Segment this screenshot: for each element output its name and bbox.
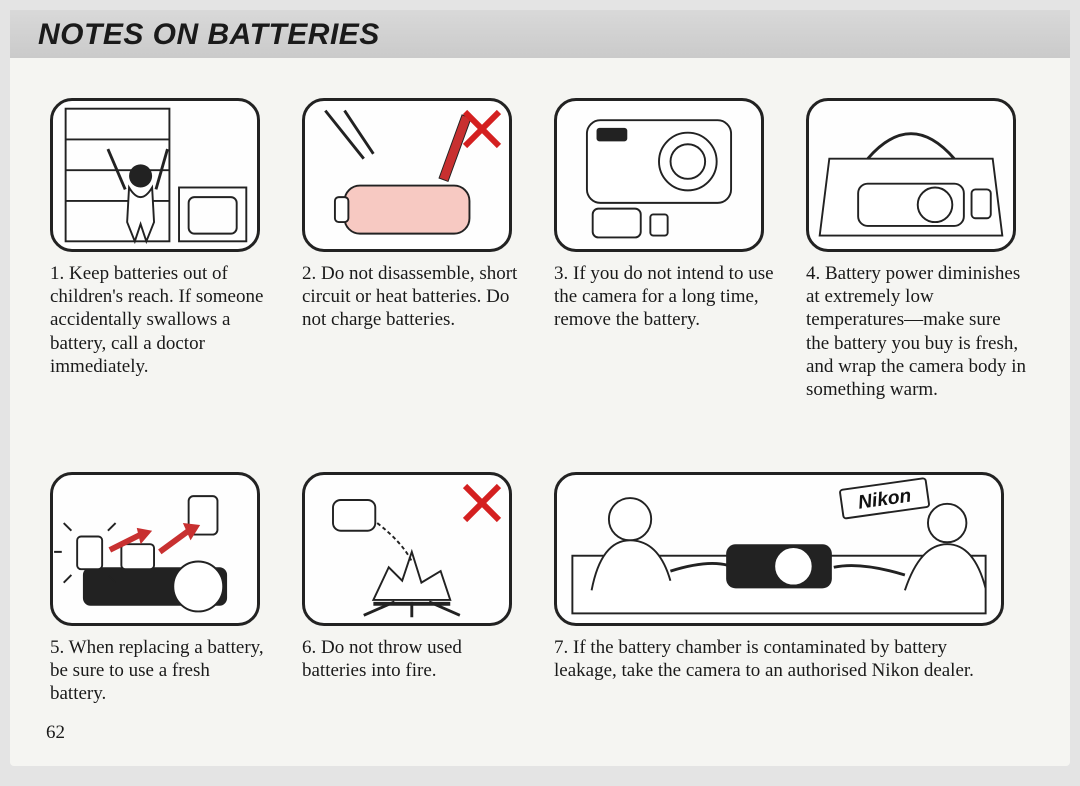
note-7: Nikon 7. If the battery chamber is conta…: [554, 472, 1014, 682]
caption-3-num: 3.: [554, 263, 568, 284]
caption-3-text: If you do not intend to use the camera f…: [554, 263, 774, 330]
note-1: 1. Keep batteries out of children's reac…: [50, 98, 270, 378]
prohibit-x-icon: [459, 481, 503, 525]
caption-4: 4. Battery power diminishes at extremely…: [806, 262, 1026, 401]
note-3: 3. If you do not intend to use the camer…: [554, 98, 774, 332]
caption-1-num: 1.: [50, 263, 64, 284]
caption-6-num: 6.: [302, 637, 316, 658]
caption-6: 6. Do not throw used batteries into fire…: [302, 636, 522, 682]
illustration-camera-bag: [806, 98, 1016, 252]
caption-7-text: If the battery chamber is contaminated b…: [554, 637, 974, 681]
illustration-battery-fire: [302, 472, 512, 626]
camera-remove-icon: [557, 101, 761, 249]
illustration-fresh-battery: [50, 472, 260, 626]
note-4: 4. Battery power diminishes at extremely…: [806, 98, 1026, 401]
note-5: 5. When replacing a battery, be sure to …: [50, 472, 270, 706]
page-title: NOTES ON BATTERIES: [38, 18, 1042, 52]
illustration-child-shelf: [50, 98, 260, 252]
caption-5-text: When replacing a battery, be sure to use…: [50, 637, 264, 704]
caption-7: 7. If the battery chamber is contaminate…: [554, 636, 1014, 682]
page-number: 62: [46, 722, 65, 744]
caption-5: 5. When replacing a battery, be sure to …: [50, 636, 270, 706]
note-2: 2. Do not disassemble, short circuit or …: [302, 98, 522, 332]
caption-7-num: 7.: [554, 637, 568, 658]
caption-2-text: Do not disassemble, short circuit or hea…: [302, 263, 517, 330]
caption-1: 1. Keep batteries out of children's reac…: [50, 262, 270, 378]
illustration-pliers-battery: [302, 98, 512, 252]
caption-6-text: Do not throw used batteries into fire.: [302, 637, 462, 681]
camera-bag-icon: [809, 101, 1013, 249]
child-shelf-icon: [53, 101, 257, 249]
note-6: 6. Do not throw used batteries into fire…: [302, 472, 522, 682]
caption-1-text: Keep batteries out of children's reach. …: [50, 263, 263, 377]
caption-4-text: Battery power diminishes at extremely lo…: [806, 263, 1026, 400]
prohibit-x-icon: [459, 107, 503, 151]
fresh-battery-icon: [53, 475, 257, 623]
caption-3: 3. If you do not intend to use the camer…: [554, 262, 774, 332]
caption-2: 2. Do not disassemble, short circuit or …: [302, 262, 522, 332]
illustration-dealer-counter: Nikon: [554, 472, 1004, 626]
caption-4-num: 4.: [806, 263, 820, 284]
manual-page: NOTES ON BATTERIES 1. K: [10, 10, 1070, 766]
illustration-camera-remove: [554, 98, 764, 252]
dealer-counter-icon: Nikon: [557, 475, 1001, 623]
caption-5-num: 5.: [50, 637, 64, 658]
caption-2-num: 2.: [302, 263, 316, 284]
title-band: NOTES ON BATTERIES: [10, 10, 1070, 58]
